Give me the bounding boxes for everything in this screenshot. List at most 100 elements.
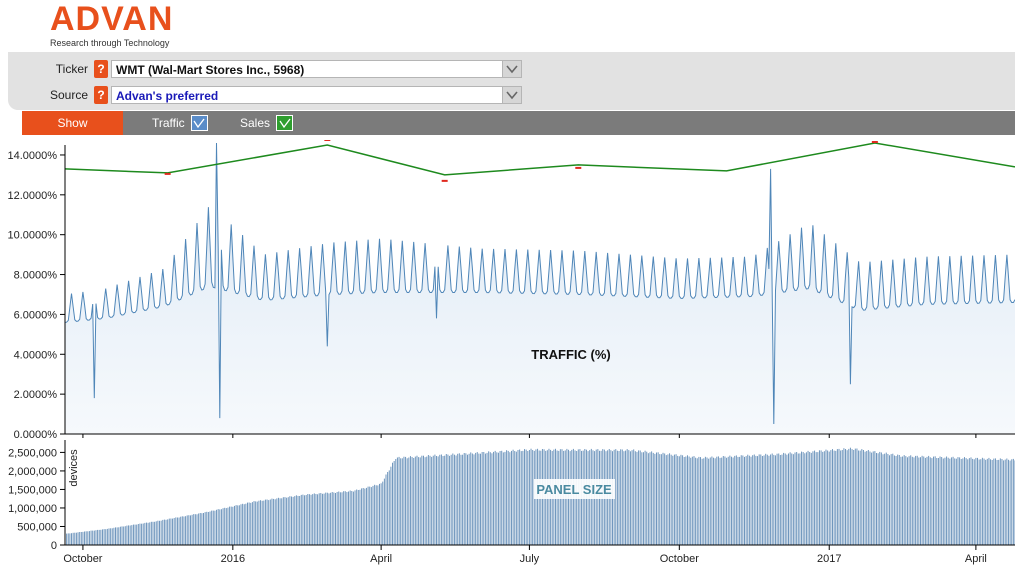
panel-size-bar xyxy=(82,531,84,545)
panel-size-bar xyxy=(357,490,359,545)
traffic-checkbox[interactable] xyxy=(190,115,208,131)
chevron-down-icon[interactable] xyxy=(502,87,521,103)
show-button[interactable]: Show xyxy=(22,111,123,135)
panel-size-bar xyxy=(475,452,477,545)
panel-size-bar xyxy=(960,459,962,545)
panel-size-bar xyxy=(628,450,630,545)
panel-y-tick-label: 1,500,000 xyxy=(8,484,57,496)
panel-size-bar xyxy=(69,533,71,545)
panel-size-bar xyxy=(175,517,177,545)
panel-size-bar xyxy=(975,457,977,545)
source-help-icon[interactable]: ? xyxy=(94,86,108,104)
panel-size-bar xyxy=(937,458,939,545)
panel-size-bar xyxy=(243,504,245,545)
panel-size-bar xyxy=(85,531,87,545)
panel-size-bar xyxy=(713,457,715,545)
panel-size-bar xyxy=(845,449,847,545)
show-toolbar: Show Traffic Sales xyxy=(22,111,1015,135)
panel-size-bar xyxy=(781,454,783,545)
panel-size-bar xyxy=(79,532,81,545)
panel-size-bar xyxy=(905,456,907,545)
panel-size-bar xyxy=(449,455,451,545)
panel-size-bar xyxy=(101,529,103,545)
panel-size-bar xyxy=(761,456,763,545)
panel-size-bar xyxy=(452,453,454,545)
panel-size-bar xyxy=(846,450,848,545)
panel-size-bar xyxy=(383,478,385,545)
panel-size-bar xyxy=(748,455,750,545)
panel-size-bar xyxy=(849,447,851,545)
panel-size-bar xyxy=(457,453,459,545)
panel-size-bar xyxy=(90,530,92,545)
panel-size-bar xyxy=(483,452,485,545)
panel-size-bar xyxy=(698,456,700,545)
panel-size-bar xyxy=(737,456,739,545)
panel-size-bar xyxy=(840,450,842,545)
panel-size-bar xyxy=(688,456,690,545)
panel-size-bar xyxy=(903,455,905,545)
panel-size-bar xyxy=(398,456,400,545)
ticker-select[interactable]: WMT (Wal-Mart Stores Inc., 5968) xyxy=(111,60,522,78)
sales-checkbox[interactable] xyxy=(276,115,294,131)
panel-size-bar xyxy=(214,510,216,545)
source-select[interactable]: Advan's preferred xyxy=(111,86,522,104)
panel-size-bar xyxy=(726,457,728,545)
panel-size-bar xyxy=(1007,459,1009,545)
panel-x-tick-label: April xyxy=(965,553,987,565)
panel-size-bar xyxy=(139,523,141,545)
panel-size-bar xyxy=(892,453,894,545)
panel-size-bar xyxy=(882,454,884,545)
panel-size-bar xyxy=(292,496,294,545)
panel-size-bar xyxy=(763,455,765,545)
panel-size-bar xyxy=(962,458,964,545)
panel-size-bar xyxy=(801,451,803,545)
traffic-toggle[interactable]: Traffic xyxy=(152,111,208,135)
panel-size-bar xyxy=(898,455,900,545)
panel-y-tick-label: 0 xyxy=(51,540,57,552)
chevron-down-icon[interactable] xyxy=(502,61,521,77)
panel-size-bar xyxy=(131,525,133,545)
panel-size-bar xyxy=(673,454,675,545)
panel-size-bar xyxy=(499,451,501,545)
panel-size-bar xyxy=(330,492,332,545)
panel-size-bar xyxy=(390,466,392,545)
panel-size-bar xyxy=(525,449,527,545)
panel-size-bar xyxy=(141,523,143,545)
sales-toggle[interactable]: Sales xyxy=(240,111,294,135)
panel-size-bar xyxy=(458,453,460,545)
panel-size-bar xyxy=(504,451,506,545)
panel-size-bar xyxy=(799,453,801,545)
panel-size-bar xyxy=(382,481,384,545)
panel-size-bar xyxy=(364,488,366,545)
panel-size-bar xyxy=(84,531,86,545)
panel-size-bar xyxy=(369,486,371,545)
panel-size-bar xyxy=(462,454,464,545)
panel-size-bar xyxy=(248,502,250,545)
traffic-y-tick-label: 8.0000% xyxy=(14,270,58,282)
panel-size-bar xyxy=(93,530,95,545)
panel-size-bar xyxy=(794,452,796,545)
panel-size-bar xyxy=(615,449,617,545)
panel-size-bar xyxy=(124,526,126,545)
panel-size-bar xyxy=(838,448,840,545)
ticker-row: Ticker ? WMT (Wal-Mart Stores Inc., 5968… xyxy=(8,58,522,80)
panel-size-bar xyxy=(203,513,205,545)
panel-size-bar xyxy=(172,518,174,545)
panel-size-bar xyxy=(675,454,677,545)
panel-size-bar xyxy=(820,450,822,545)
panel-size-bar xyxy=(256,501,258,545)
panel-size-bar xyxy=(685,456,687,545)
panel-size-bar xyxy=(981,457,983,545)
panel-size-bar xyxy=(339,492,341,545)
panel-size-bar xyxy=(988,457,990,545)
panel-size-bar xyxy=(331,492,333,545)
query-controls: Ticker ? WMT (Wal-Mart Stores Inc., 5968… xyxy=(8,52,1015,110)
panel-size-bar xyxy=(217,509,219,545)
panel-x-tick-label: 2017 xyxy=(817,553,841,565)
panel-x-tick-label: October xyxy=(63,553,102,565)
panel-size-bar xyxy=(690,457,692,545)
panel-size-bar xyxy=(804,453,806,545)
panel-size-bar xyxy=(691,456,693,545)
panel-size-bar xyxy=(929,457,931,545)
ticker-help-icon[interactable]: ? xyxy=(94,60,108,78)
